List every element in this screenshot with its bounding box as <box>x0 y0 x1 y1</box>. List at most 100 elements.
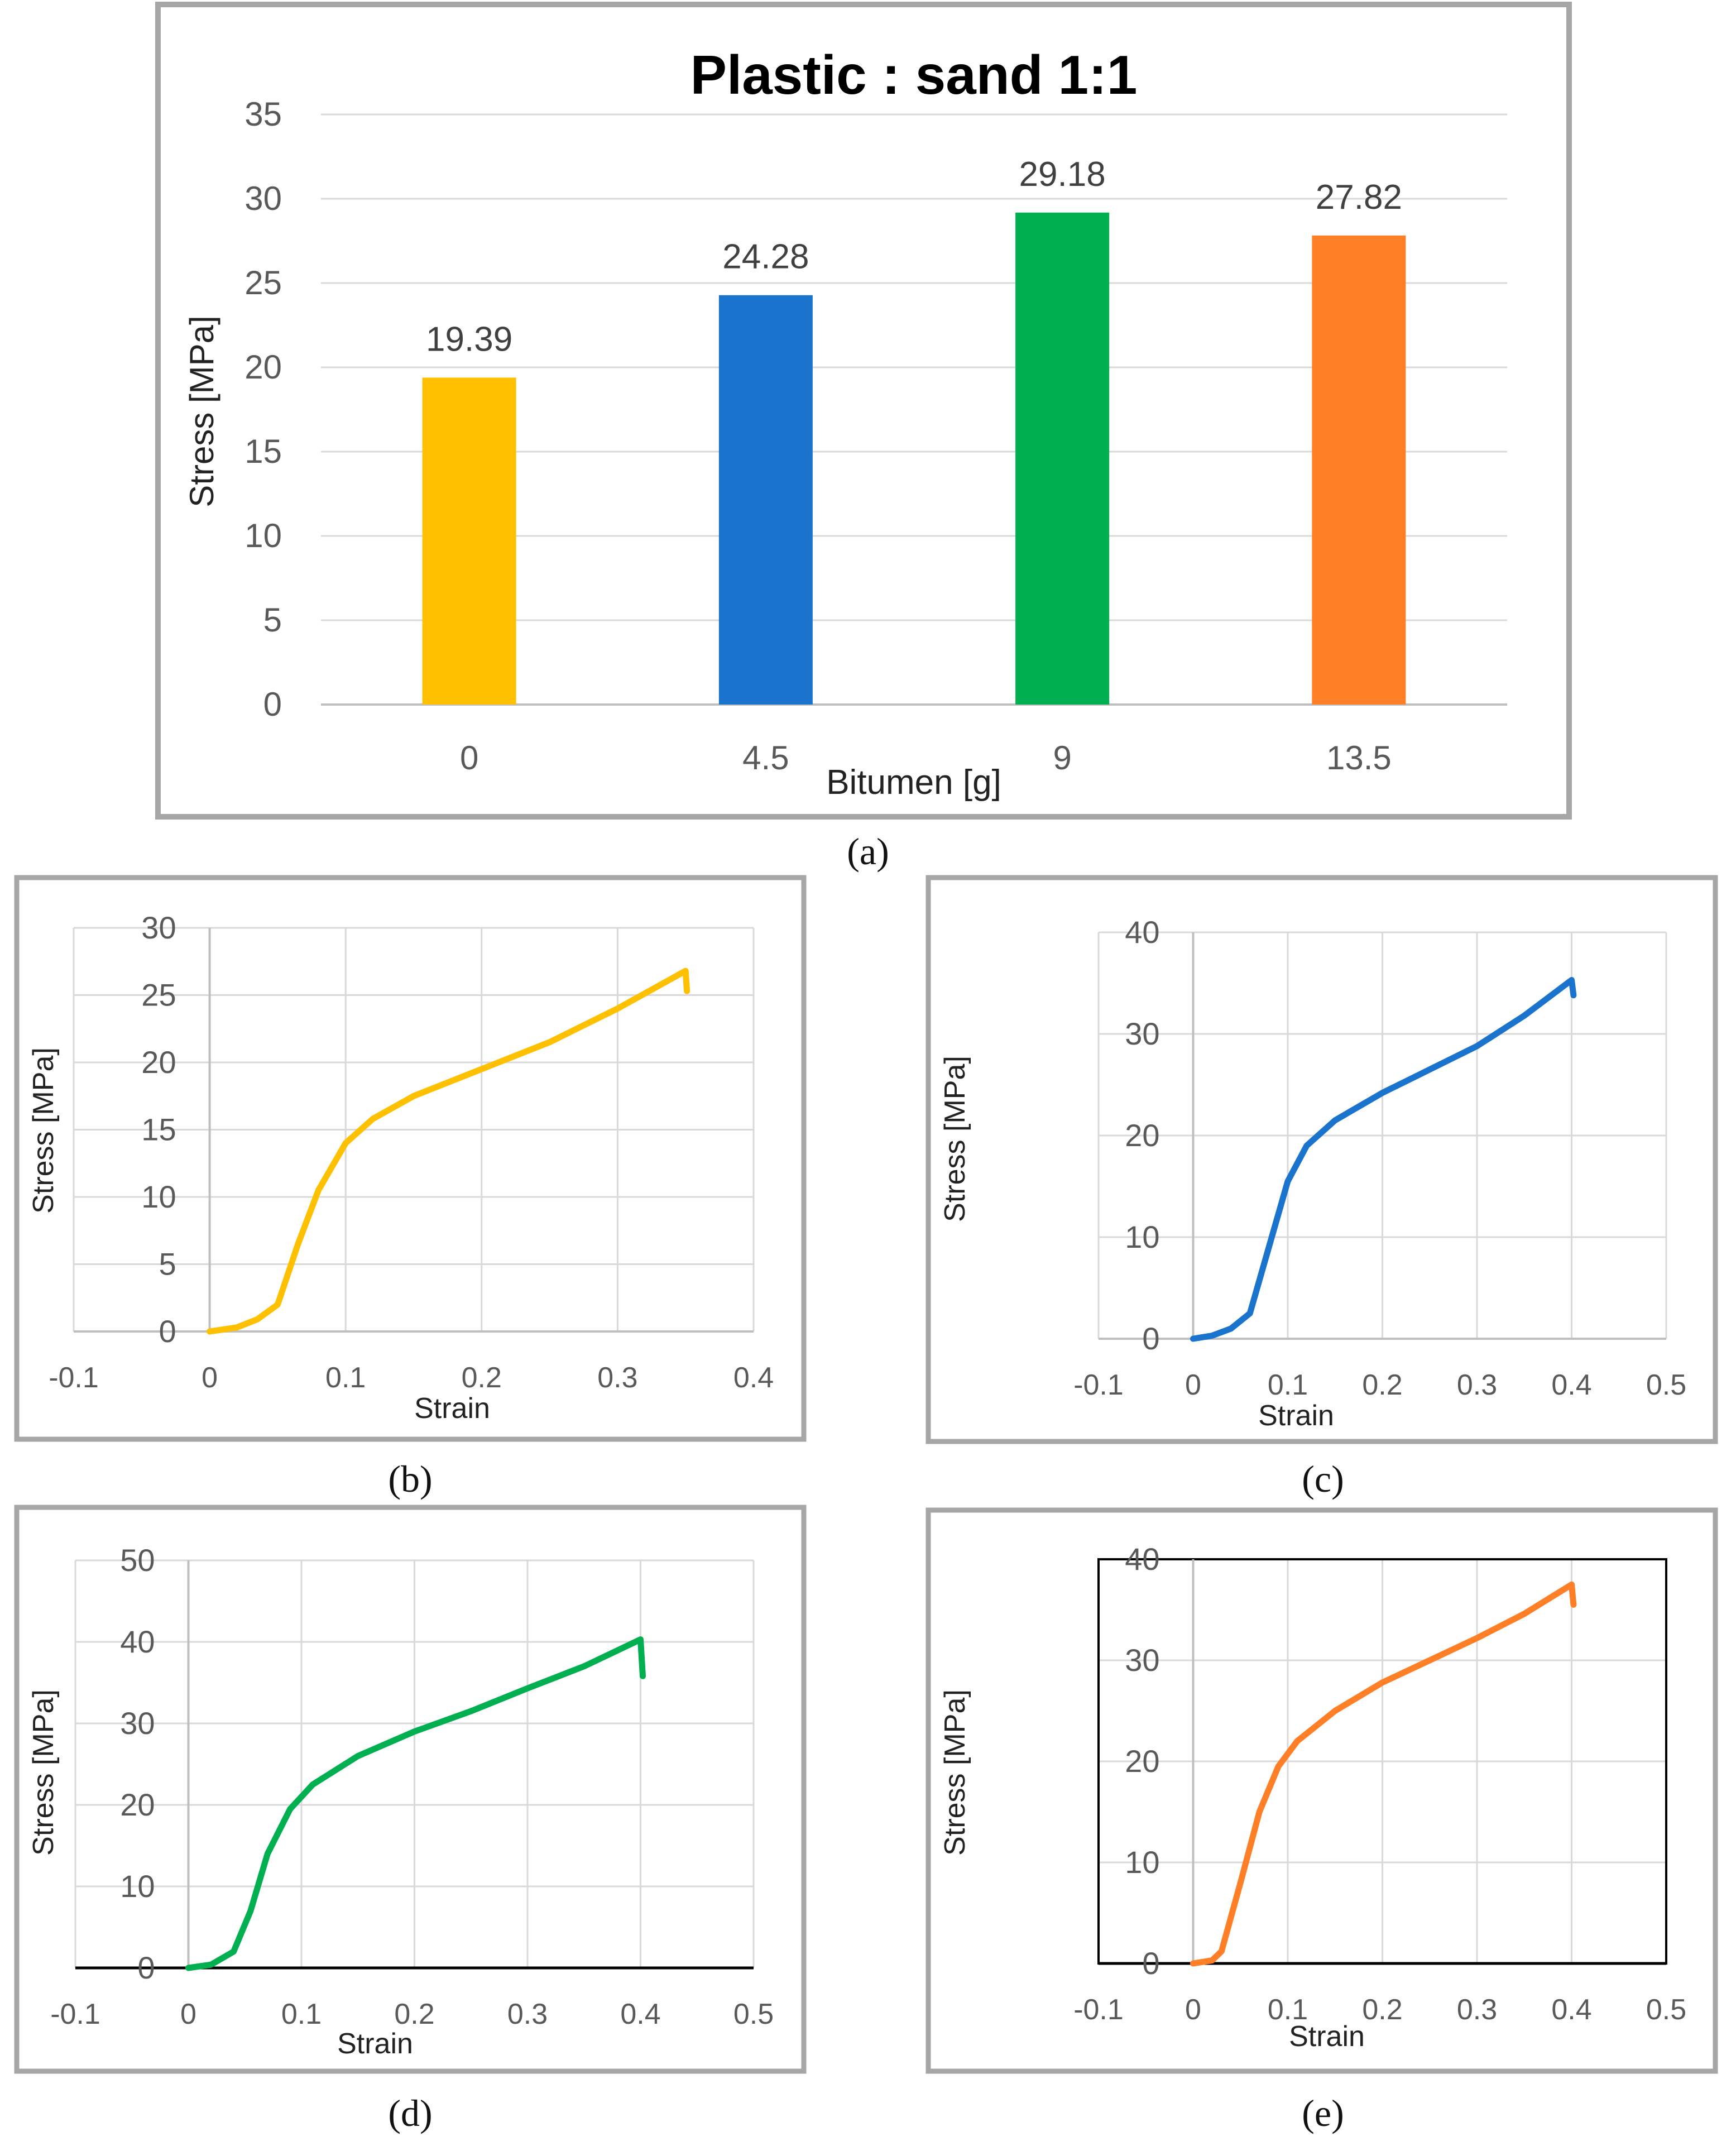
bar-chart-panel-a: Plastic : sand 1:1 19.3924.2829.1827.82 … <box>183 44 1507 802</box>
y-tick-label: 0 <box>159 1314 176 1349</box>
y-tick-label: 40 <box>120 1624 155 1659</box>
x-tick-label: 0.1 <box>1268 1369 1308 1401</box>
x-tick-label: 0.4 <box>620 1998 660 2030</box>
x-tick-label: 4.5 <box>742 739 789 777</box>
y-tick-label: 25 <box>141 978 176 1013</box>
x-tick-label: 0.5 <box>733 1998 774 2030</box>
line-chart-panel-d: 0 10 20 30 40 50 -0.1 0 0.1 0.2 0.3 0.4 0.5 Strain S… <box>27 1543 774 2060</box>
x-tick-label: 0.4 <box>1551 1369 1591 1401</box>
caption-a: (a) <box>847 830 889 873</box>
y-tick-label: 35 <box>244 95 282 133</box>
x-tick-label: 0.5 <box>1646 1994 1686 2026</box>
plot-area: 0 10 20 30 40 50 -0.1 0 0.1 0.2 0.3 0.4 0.5 <box>50 1543 774 2030</box>
x-tick-label: -0.1 <box>1073 1369 1124 1401</box>
data-label: 19.39 <box>426 320 512 358</box>
caption-c: (c) <box>1302 1458 1344 1500</box>
y-tick-label: 15 <box>141 1112 176 1147</box>
y-tick-label: 15 <box>244 433 282 470</box>
x-tick-label: 0 <box>202 1362 218 1394</box>
x-axis-label: Bitumen [g] <box>826 763 1001 802</box>
series-line <box>1190 977 1577 1342</box>
plot-area: 0 5 10 15 20 25 30 -0.1 0 0.1 0.2 0.3 0.4 <box>49 910 774 1394</box>
line-chart-panel-b: 0 5 10 15 20 25 30 -0.1 0 0.1 0.2 0.3 0.4 Strain Str… <box>27 910 774 1425</box>
series-line <box>1190 1581 1577 1967</box>
plot-area: 0 10 20 30 40 -0.1 0 0.1 0.2 0.3 0.4 0.5 <box>1073 914 1686 1401</box>
x-tick-label: 0.2 <box>1362 1994 1402 2026</box>
y-tick-label: 5 <box>263 601 282 639</box>
series-line <box>207 967 690 1335</box>
y-tick-label: 10 <box>120 1869 155 1904</box>
panel-e-frame <box>925 1507 1718 2074</box>
y-tick-label: 20 <box>1125 1743 1159 1779</box>
x-tick-label: 0.3 <box>507 1998 548 2030</box>
y-tick-label: 20 <box>120 1787 155 1822</box>
y-axis-label: Stress [MPa] <box>183 315 220 507</box>
y-tick-label: 0 <box>137 1950 155 1985</box>
y-tick-label: 10 <box>244 517 282 554</box>
x-tick-label: 0 <box>460 739 478 777</box>
bar <box>718 295 813 705</box>
line-chart-panel-c: 0 10 20 30 40 -0.1 0 0.1 0.2 0.3 0.4 0.5 Strain Str… <box>939 914 1686 1432</box>
x-tick-label: 0.5 <box>1646 1369 1686 1401</box>
y-tick-label: 30 <box>1125 1016 1159 1051</box>
y-tick-label: 40 <box>1125 1541 1159 1577</box>
x-tick-label: -0.1 <box>49 1362 99 1394</box>
y-tick-label: 10 <box>1125 1219 1159 1254</box>
y-tick-label: 25 <box>244 264 282 301</box>
y-tick-label: 0 <box>263 686 282 723</box>
data-label: 27.82 <box>1316 178 1402 217</box>
x-axis-label: Strain <box>1289 2020 1365 2053</box>
x-tick-label: 0.1 <box>1268 1994 1308 2026</box>
x-tick-label: 0 <box>1185 1994 1201 2026</box>
x-tick-label: 0.3 <box>597 1362 637 1394</box>
x-tick-label: 9 <box>1053 739 1071 777</box>
y-tick-label: 20 <box>244 348 282 386</box>
series-line <box>185 1636 646 1971</box>
panel-b-frame <box>14 875 807 1442</box>
panel-a-frame <box>155 2 1572 820</box>
y-tick-label: 30 <box>120 1706 155 1741</box>
x-tick-label: -0.1 <box>50 1998 100 2030</box>
y-tick-label: 0 <box>1142 1946 1159 1981</box>
x-tick-label: 0.2 <box>462 1362 502 1394</box>
caption-e: (e) <box>1302 2092 1344 2134</box>
x-tick-label: 0.2 <box>1362 1369 1402 1401</box>
y-tick-label: 0 <box>1142 1321 1159 1356</box>
y-tick-label: 30 <box>1125 1642 1159 1678</box>
x-tick-label: 0.3 <box>1457 1369 1497 1401</box>
x-axis-label: Strain <box>1258 1400 1334 1432</box>
y-axis-label: Stress [MPa] <box>939 1056 971 1222</box>
bar <box>422 377 516 705</box>
panel-c-frame <box>925 875 1718 1444</box>
x-tick-label: 13.5 <box>1326 739 1392 777</box>
data-label: 29.18 <box>1019 155 1106 194</box>
chart-title: Plastic : sand 1:1 <box>690 44 1138 106</box>
y-tick-label: 40 <box>1125 914 1159 950</box>
x-tick-label: 0.4 <box>1551 1994 1591 2026</box>
line-chart-panel-e: 0 10 20 30 40 -0.1 0 0.1 0.2 0.3 0.4 0.5 Strain Str… <box>939 1541 1686 2053</box>
x-tick-label: 0.3 <box>1457 1994 1497 2026</box>
x-tick-label: 0.2 <box>394 1998 434 2030</box>
y-axis-label: Stress [MPa] <box>27 1047 60 1214</box>
x-tick-label: 0 <box>1185 1369 1201 1401</box>
x-tick-label: 0 <box>180 1998 196 2030</box>
x-tick-label: 0.4 <box>733 1362 774 1394</box>
plot-area: 0 10 20 30 40 -0.1 0 0.1 0.2 0.3 0.4 0.5 <box>1073 1541 1686 2026</box>
y-tick-label: 5 <box>159 1247 176 1282</box>
x-axis-label: Strain <box>414 1392 490 1425</box>
x-axis-label: Strain <box>337 2028 413 2060</box>
y-axis-label: Stress [MPa] <box>27 1689 60 1856</box>
x-tick-label: 0.1 <box>281 1998 322 2030</box>
caption-d: (d) <box>388 2092 432 2134</box>
y-tick-label: 10 <box>141 1179 176 1214</box>
bar <box>1312 235 1406 705</box>
data-label: 24.28 <box>722 238 809 276</box>
x-tick-label: -0.1 <box>1073 1994 1124 2026</box>
y-tick-label: 30 <box>244 180 282 217</box>
y-tick-label: 50 <box>120 1543 155 1578</box>
bar <box>1015 212 1110 705</box>
caption-b: (b) <box>388 1458 432 1500</box>
y-tick-label: 20 <box>141 1045 176 1080</box>
